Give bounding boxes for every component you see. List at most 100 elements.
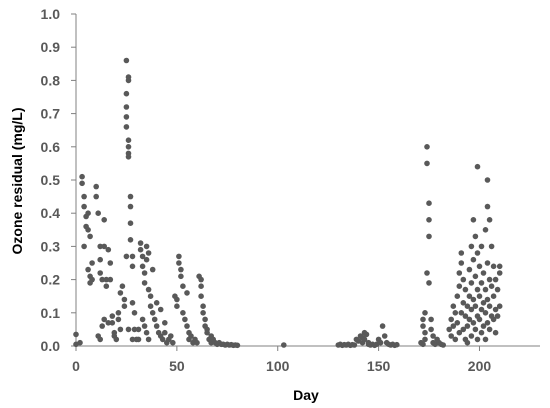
data-point	[149, 266, 156, 273]
data-point	[202, 316, 208, 323]
data-point	[464, 339, 471, 346]
data-point	[162, 329, 168, 336]
data-point	[127, 220, 134, 226]
data-point	[117, 326, 124, 333]
data-point	[81, 193, 87, 200]
data-point	[460, 326, 467, 333]
data-point	[488, 283, 495, 290]
data-point	[129, 263, 136, 270]
data-point	[123, 104, 130, 110]
data-point	[153, 323, 160, 329]
data-point	[143, 329, 150, 336]
data-point	[460, 300, 467, 306]
data-point	[109, 320, 116, 326]
data-point	[426, 280, 432, 286]
data-point	[486, 217, 493, 223]
data-point	[281, 342, 287, 348]
data-point	[454, 293, 461, 300]
data-point	[381, 333, 388, 339]
data-point	[458, 310, 465, 316]
data-point	[127, 237, 134, 243]
data-point	[105, 246, 112, 253]
data-point	[472, 273, 479, 280]
data-point	[168, 333, 174, 339]
data-point	[81, 203, 87, 210]
data-point	[143, 256, 150, 263]
y-tick-label: 0.8	[41, 72, 61, 88]
data-point	[149, 310, 156, 316]
data-point	[426, 233, 432, 240]
data-point	[147, 303, 154, 310]
data-point	[426, 217, 432, 223]
data-point	[200, 303, 206, 310]
data-point	[468, 243, 475, 250]
data-point	[464, 323, 471, 329]
data-point	[121, 296, 128, 303]
data-point	[472, 233, 479, 240]
data-point	[123, 114, 130, 120]
data-point	[198, 276, 204, 283]
data-point	[418, 339, 424, 346]
data-point	[379, 323, 386, 329]
data-point	[117, 290, 124, 296]
data-point	[182, 316, 188, 323]
data-point	[194, 339, 200, 346]
data-point	[394, 341, 400, 348]
data-point	[204, 329, 210, 336]
data-point	[456, 329, 463, 336]
data-point	[472, 326, 479, 333]
y-tick-label: 0.4	[41, 205, 61, 221]
data-point	[157, 306, 164, 313]
data-point	[377, 339, 384, 346]
data-point	[422, 336, 428, 343]
data-point	[99, 276, 105, 283]
data-point	[145, 336, 152, 343]
data-point	[184, 323, 190, 329]
data-point	[141, 270, 148, 276]
data-point	[490, 263, 497, 270]
data-point	[77, 339, 83, 346]
data-point	[135, 326, 142, 333]
data-point	[476, 293, 483, 300]
data-point	[95, 333, 101, 339]
data-point	[462, 286, 469, 293]
data-point	[131, 310, 138, 316]
data-point	[484, 296, 491, 303]
data-point	[87, 233, 93, 240]
data-point	[115, 316, 122, 323]
y-tick-label: 1.0	[41, 6, 61, 22]
data-point	[174, 296, 180, 303]
data-point	[452, 310, 459, 316]
axes	[71, 13, 540, 351]
data-point	[176, 253, 182, 260]
data-point	[474, 336, 481, 343]
data-point	[123, 57, 130, 64]
data-point	[125, 77, 132, 84]
data-point	[153, 300, 160, 306]
data-point	[103, 276, 110, 283]
data-point	[470, 217, 477, 223]
data-point	[79, 173, 85, 180]
data-point	[101, 243, 107, 250]
data-point	[496, 263, 503, 270]
data-point	[121, 303, 128, 310]
y-tick-label: 0.6	[41, 139, 61, 155]
data-point	[448, 333, 455, 339]
data-point	[107, 276, 114, 283]
data-point	[125, 144, 132, 150]
data-point	[143, 243, 150, 250]
data-point	[470, 320, 477, 326]
data-point	[89, 260, 95, 266]
data-point	[113, 336, 120, 343]
data-point	[446, 326, 453, 333]
data-point	[420, 316, 426, 323]
data-point	[178, 266, 184, 273]
data-point	[139, 316, 146, 323]
data-point	[97, 243, 103, 250]
data-point	[159, 336, 166, 343]
data-point	[101, 217, 107, 223]
y-tick-label: 0.9	[41, 39, 61, 55]
y-tick-label: 0.5	[41, 172, 61, 188]
data-point	[107, 260, 114, 266]
